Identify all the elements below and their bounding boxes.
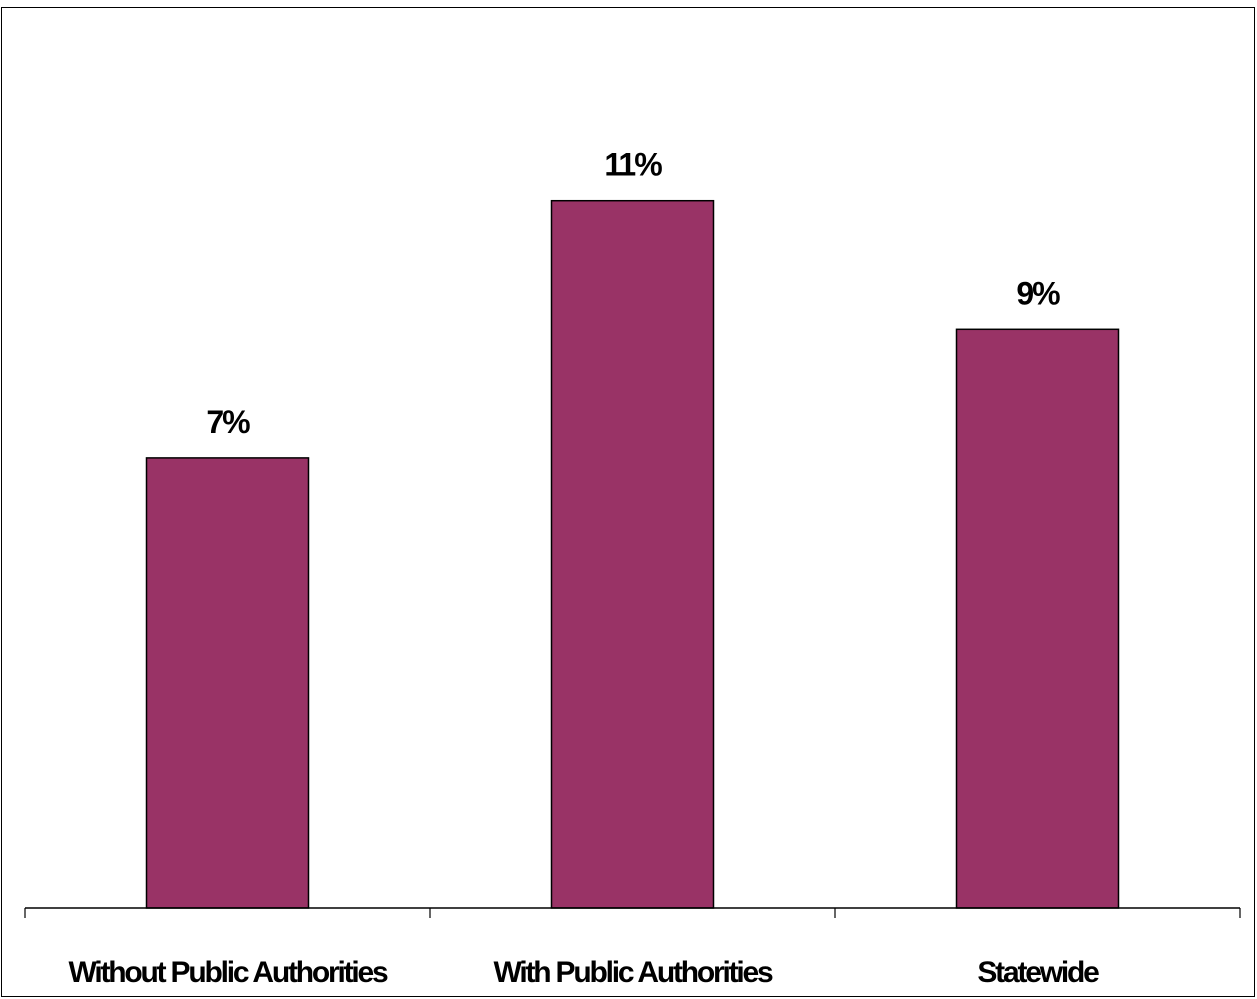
data-label-2: 11%	[604, 147, 662, 183]
data-label-3: 9%	[1016, 275, 1060, 311]
category-label-1: Without Public Authorities	[68, 956, 388, 989]
labels-layer: 7% Without Public Authorities 11% With Publ…	[68, 147, 1101, 989]
bars-layer	[145, 199, 1120, 909]
category-label-2: With Public Authorities	[493, 956, 773, 989]
data-label-1: 7%	[206, 404, 250, 440]
bar-2	[550, 199, 715, 909]
bar-1	[145, 457, 310, 909]
category-label-3: Statewide	[977, 956, 1099, 989]
x-axis	[24, 907, 1241, 918]
chart-frame	[1, 7, 1255, 997]
bar-3	[955, 328, 1120, 909]
